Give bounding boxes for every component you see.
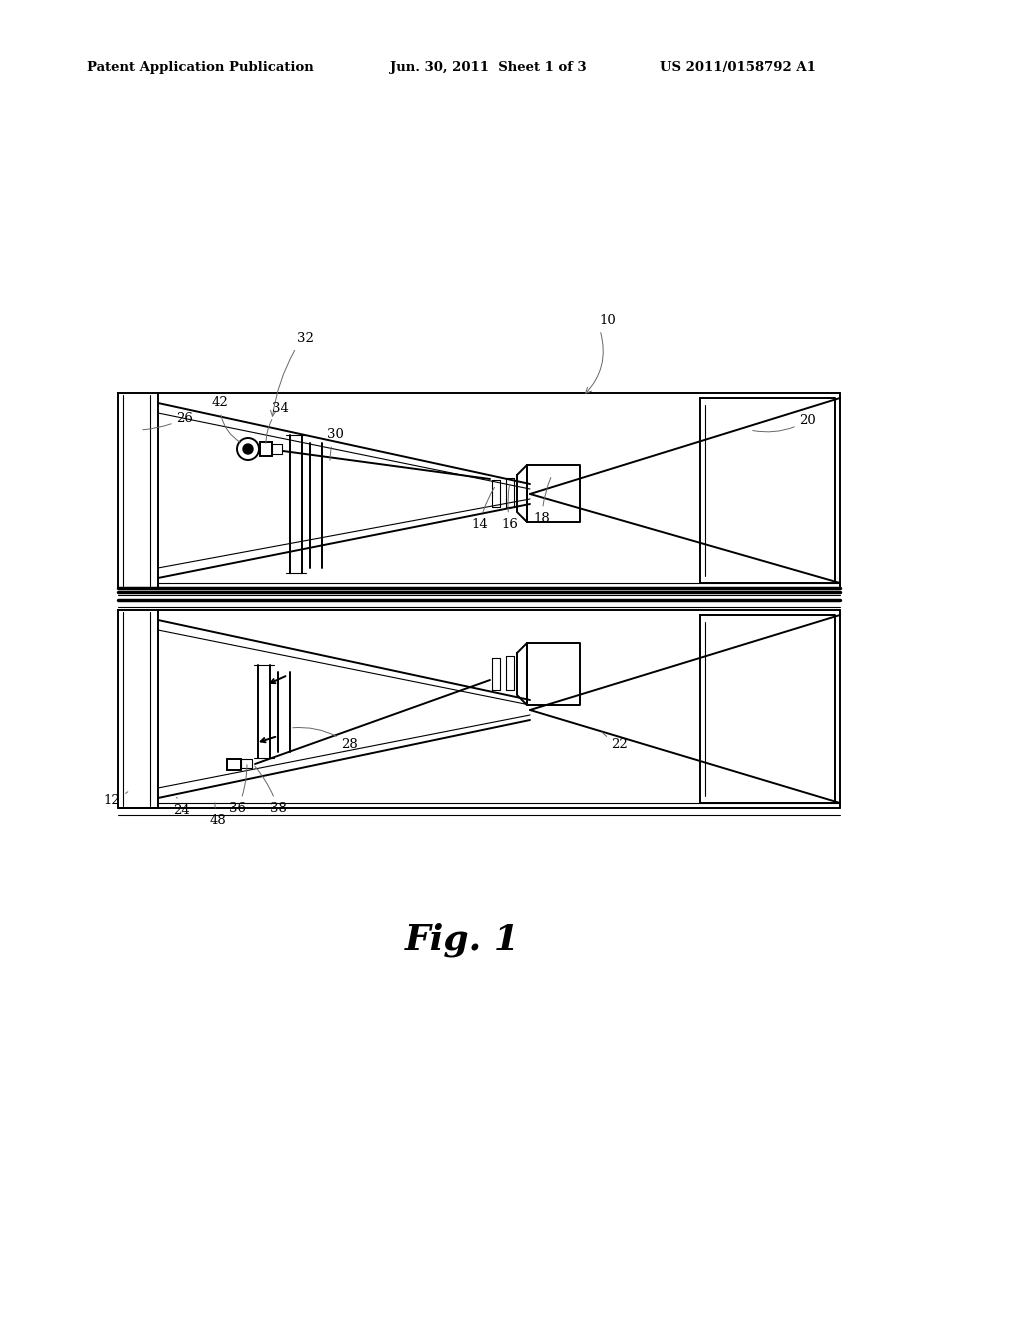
Text: Jun. 30, 2011  Sheet 1 of 3: Jun. 30, 2011 Sheet 1 of 3 — [390, 62, 587, 74]
Text: 28: 28 — [293, 727, 358, 751]
Text: 20: 20 — [753, 413, 816, 432]
Text: 10: 10 — [600, 314, 616, 326]
Bar — [241, 759, 252, 768]
Bar — [272, 444, 282, 454]
Text: 34: 34 — [266, 401, 289, 444]
Text: 16: 16 — [502, 484, 518, 531]
Bar — [260, 442, 272, 455]
Text: 48: 48 — [210, 803, 226, 826]
Text: 22: 22 — [602, 733, 629, 751]
Text: Patent Application Publication: Patent Application Publication — [87, 62, 313, 74]
Text: 38: 38 — [255, 766, 287, 814]
Text: 32: 32 — [297, 331, 313, 345]
Text: 12: 12 — [103, 792, 128, 807]
Text: US 2011/0158792 A1: US 2011/0158792 A1 — [660, 62, 816, 74]
Text: 42: 42 — [212, 396, 241, 442]
Circle shape — [243, 444, 253, 454]
Bar — [227, 759, 241, 770]
Text: 14: 14 — [472, 487, 495, 531]
Text: 18: 18 — [534, 478, 551, 524]
Text: 26: 26 — [142, 412, 194, 430]
Text: 36: 36 — [229, 764, 247, 814]
Text: Fig. 1: Fig. 1 — [404, 923, 519, 957]
Text: 24: 24 — [174, 797, 190, 817]
Text: 30: 30 — [327, 429, 343, 461]
